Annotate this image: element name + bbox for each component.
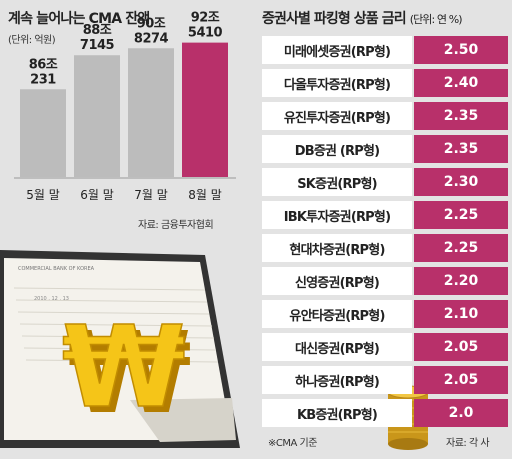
cma-chart-unit: (단위: 억원) — [8, 35, 56, 46]
rate-value: 2.20 — [414, 267, 508, 295]
rate-value: 2.10 — [414, 300, 508, 328]
cma-category-labels: 5월 말 6월 말 7월 말 8월 말 — [26, 188, 222, 202]
cma-value-label: 86조 — [29, 57, 58, 72]
cma-category-label: 7월 말 — [134, 188, 168, 202]
cma-bar — [20, 89, 66, 177]
bankbook-date-text: 2010 . 12 . 13 — [34, 296, 69, 302]
rate-value: 2.40 — [414, 69, 508, 97]
cma-category-label: 5월 말 — [26, 188, 60, 202]
rate-broker-name: 유안타증권(RP형) — [262, 300, 412, 328]
rates-title-text: 증권사별 파킹형 상품 금리 — [262, 11, 407, 27]
cma-value-label: 90조 — [137, 16, 166, 31]
cma-category-label: 6월 말 — [80, 188, 114, 202]
rate-broker-name: SK증권(RP형) — [262, 168, 412, 196]
rates-source: 자료: 각 사 — [446, 438, 490, 449]
rate-broker-name: 현대차증권(RP형) — [262, 234, 412, 262]
cma-value-label: 8274 — [134, 31, 169, 46]
rate-row: 대신증권(RP형) 2.05 — [262, 333, 508, 361]
rate-broker-name: 미래에셋증권(RP형) — [262, 36, 412, 64]
cma-value-label: 88조 — [83, 23, 112, 38]
cma-value-label: 231 — [30, 72, 56, 87]
cma-value-label: 5410 — [188, 26, 223, 41]
rate-row: 신영증권(RP형) 2.20 — [262, 267, 508, 295]
bankbook-header-text: COMMERCIAL BANK OF KOREA — [18, 266, 95, 272]
rate-value: 2.25 — [414, 234, 508, 262]
rate-row: 유진투자증권(RP형) 2.35 — [262, 102, 508, 130]
rate-row: 유안타증권(RP형) 2.10 — [262, 300, 508, 328]
rate-value: 2.0 — [414, 399, 508, 427]
rate-broker-name: 하나증권(RP형) — [262, 366, 412, 394]
rate-value: 2.35 — [414, 135, 508, 163]
rate-broker-name: IBK투자증권(RP형) — [262, 201, 412, 229]
rate-row: DB증권 (RP형) 2.35 — [262, 135, 508, 163]
rate-value: 2.35 — [414, 102, 508, 130]
rate-value: 2.50 — [414, 36, 508, 64]
svg-text:₩: ₩ — [68, 309, 192, 439]
cma-bar — [182, 42, 228, 177]
rate-row: IBK투자증권(RP형) 2.25 — [262, 201, 508, 229]
cma-bar — [74, 55, 120, 177]
rate-row: 현대차증권(RP형) 2.25 — [262, 234, 508, 262]
rate-broker-name: KB증권(RP형) — [262, 399, 412, 427]
rate-broker-name: 다올투자증권(RP형) — [262, 69, 412, 97]
won-sign-icon: ₩ ₩ — [61, 302, 192, 439]
rate-row: SK증권(RP형) 2.30 — [262, 168, 508, 196]
cma-chart-source: 자료: 금융투자협회 — [138, 220, 214, 231]
rate-value: 2.25 — [414, 201, 508, 229]
cma-category-label: 8월 말 — [188, 188, 222, 202]
rate-value: 2.30 — [414, 168, 508, 196]
cma-value-label: 92조 — [191, 11, 220, 26]
cma-bars — [20, 42, 228, 178]
rate-value: 2.05 — [414, 366, 508, 394]
rate-broker-name: 유진투자증권(RP형) — [262, 102, 412, 130]
rate-row: KB증권(RP형) 2.0 — [262, 399, 508, 427]
rate-row: 다올투자증권(RP형) 2.40 — [262, 69, 508, 97]
bankbook-illustration: COMMERCIAL BANK OF KOREA 2010 . 12 . 13 — [0, 250, 240, 448]
rate-broker-name: 신영증권(RP형) — [262, 267, 412, 295]
rate-row: 미래에셋증권(RP형) 2.50 — [262, 36, 508, 64]
rates-unit: (단위: 연 %) — [409, 13, 463, 26]
rates-footnote: ※CMA 기준 — [268, 438, 317, 449]
rate-row: 하나증권(RP형) 2.05 — [262, 366, 508, 394]
rate-broker-name: 대신증권(RP형) — [262, 333, 412, 361]
rate-broker-name: DB증권 (RP형) — [262, 135, 412, 163]
rates-table-title: 증권사별 파킹형 상품 금리 (단위: 연 %) — [262, 8, 463, 28]
cma-value-label: 7145 — [80, 38, 115, 53]
svg-text:₩: ₩ — [62, 303, 186, 433]
rate-value: 2.05 — [414, 333, 508, 361]
cma-bar — [128, 48, 174, 178]
cma-chart-title: 계속 늘어나는 CMA 잔액 — [8, 11, 150, 27]
